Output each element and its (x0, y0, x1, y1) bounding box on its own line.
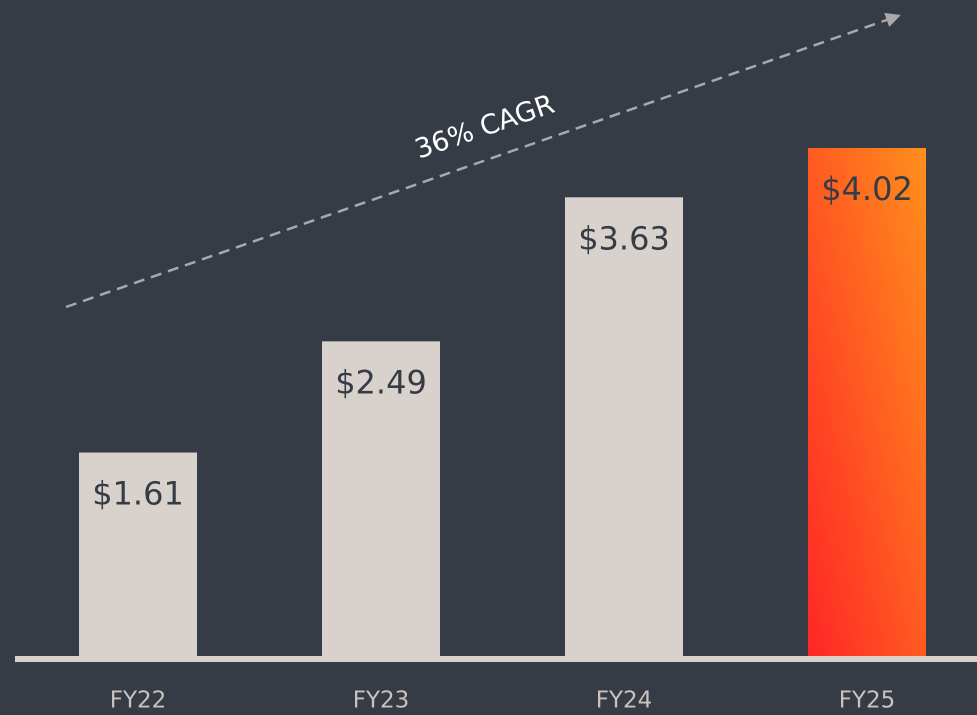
x-tick-label: FY25 (839, 688, 896, 714)
trend-arrow (65, 12, 901, 309)
bar (79, 452, 197, 656)
bar (565, 197, 683, 657)
bar (808, 148, 926, 656)
value-label: $2.49 (335, 363, 427, 401)
x-tick-label: FY23 (353, 688, 410, 714)
x-tick-label: FY24 (596, 688, 653, 714)
value-label: $3.63 (578, 219, 670, 257)
value-label: $4.02 (821, 170, 913, 208)
bar (322, 341, 440, 656)
value-label: $1.61 (92, 475, 184, 513)
x-tick-label: FY22 (110, 688, 167, 714)
